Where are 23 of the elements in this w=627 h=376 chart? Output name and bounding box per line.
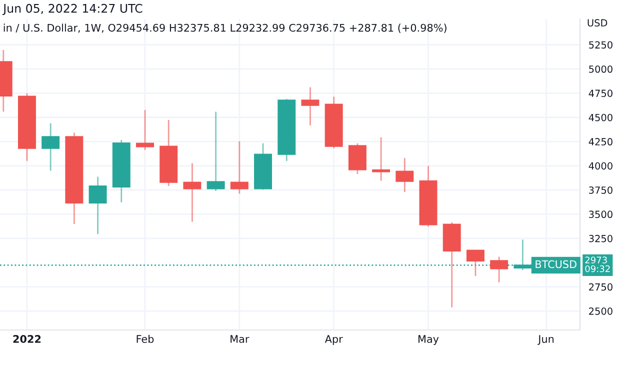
y-tick-label: 3750: [589, 186, 612, 194]
y-tick-label: 3500: [589, 210, 612, 218]
x-tick-label: Mar: [230, 335, 250, 343]
y-tick-label: 5250: [589, 41, 612, 49]
x-tick-label: Feb: [136, 334, 154, 343]
y-tick-label: 3250: [589, 234, 612, 242]
x-tick-label: Jun: [538, 335, 554, 345]
y-tick-label: 4000: [588, 162, 612, 170]
chart-subtitle: in / U.S. Dollar, 1W, O29454.69 H32375.81 L29232.99 C29736.75 +287.81 (+0.98%): [4, 24, 446, 33]
y-tick-label: 4250: [588, 138, 612, 146]
text: 2973: [585, 256, 607, 264]
y-tick-label: 2500: [589, 308, 612, 315]
chart-title: Jun 05, 2022 14:27 UTC: [2, 4, 142, 16]
y-tick-label: 4750: [588, 90, 612, 97]
y-axis-title: USD: [588, 19, 608, 27]
ref-line-label: BTCUSD: [536, 260, 576, 268]
y-tick-label: 5000: [589, 65, 612, 73]
x-tick-label: 2022: [13, 335, 41, 343]
x-tick-label: May: [418, 335, 439, 345]
text: 09:32: [585, 265, 610, 272]
y-tick-label: 2750: [589, 283, 612, 291]
y-tick-label: 4500: [588, 114, 612, 122]
x-tick-label: Apr: [324, 335, 343, 345]
